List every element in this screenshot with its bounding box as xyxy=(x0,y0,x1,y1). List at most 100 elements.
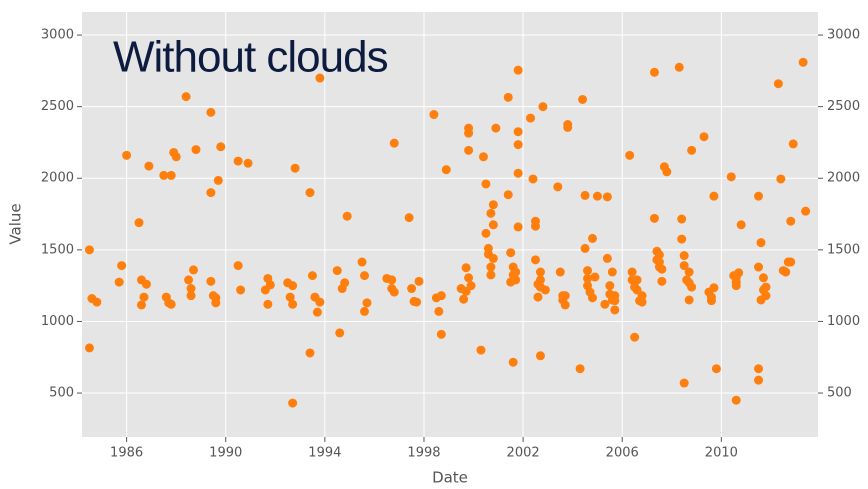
point xyxy=(731,273,741,283)
point xyxy=(503,190,513,200)
point xyxy=(233,261,243,271)
y-tick-label-right: 2000 xyxy=(827,171,860,186)
point xyxy=(649,67,659,77)
point xyxy=(528,174,538,184)
point xyxy=(233,156,243,166)
point xyxy=(357,257,367,267)
point xyxy=(389,287,399,297)
point xyxy=(530,221,540,231)
point xyxy=(414,276,424,286)
point xyxy=(488,220,498,230)
point xyxy=(263,299,273,309)
point xyxy=(758,273,768,283)
point xyxy=(526,113,536,123)
point xyxy=(171,152,181,162)
point xyxy=(486,208,496,218)
point xyxy=(538,102,548,112)
point xyxy=(627,267,637,277)
point xyxy=(754,262,764,272)
point xyxy=(290,163,300,173)
point xyxy=(503,92,513,102)
point xyxy=(583,266,593,276)
point xyxy=(436,329,446,339)
point xyxy=(486,262,496,272)
point xyxy=(84,245,94,255)
point xyxy=(84,343,94,353)
point xyxy=(677,214,687,224)
point xyxy=(134,218,144,228)
point xyxy=(563,122,573,132)
point xyxy=(340,278,350,288)
point xyxy=(535,351,545,361)
point xyxy=(684,278,694,288)
point xyxy=(186,284,196,294)
point xyxy=(387,275,397,285)
point xyxy=(754,375,764,385)
point xyxy=(315,297,325,307)
point xyxy=(662,167,672,177)
annotation: Without clouds xyxy=(113,33,388,82)
point xyxy=(533,292,543,302)
point xyxy=(362,298,372,308)
point xyxy=(754,191,764,201)
point xyxy=(679,251,689,261)
point xyxy=(461,286,471,296)
point xyxy=(191,145,201,155)
point xyxy=(92,297,102,307)
y-tick-label-right: 500 xyxy=(827,386,852,401)
point xyxy=(756,238,766,248)
point xyxy=(305,188,315,198)
point xyxy=(404,213,414,223)
point xyxy=(481,228,491,238)
point xyxy=(679,378,689,388)
point xyxy=(389,138,399,148)
point xyxy=(307,271,317,281)
point xyxy=(513,140,523,150)
point xyxy=(610,291,620,301)
y-tick-label: 500 xyxy=(49,386,74,401)
point xyxy=(801,206,811,216)
y-tick-label-right: 1500 xyxy=(827,242,860,257)
x-axis-label: Date xyxy=(432,469,468,487)
point xyxy=(605,281,615,291)
y-tick-label: 3000 xyxy=(41,28,74,43)
point xyxy=(305,348,315,358)
point xyxy=(535,267,545,277)
point xyxy=(679,261,689,271)
point xyxy=(511,275,521,285)
point xyxy=(189,265,199,275)
point xyxy=(583,273,593,283)
point xyxy=(513,168,523,178)
point xyxy=(555,267,565,277)
point xyxy=(144,161,154,171)
point xyxy=(206,276,216,286)
point xyxy=(478,152,488,162)
x-tick-label: 1994 xyxy=(308,446,341,461)
point xyxy=(711,364,721,374)
point xyxy=(159,170,169,180)
x-tick-label: 2006 xyxy=(606,446,639,461)
point xyxy=(288,281,298,291)
point xyxy=(342,211,352,221)
point xyxy=(488,253,498,263)
point xyxy=(657,276,667,286)
point xyxy=(181,92,191,102)
point xyxy=(684,295,694,305)
point xyxy=(674,62,684,72)
point xyxy=(491,123,501,133)
point xyxy=(625,150,635,160)
y-tick-label: 2500 xyxy=(41,99,74,114)
point xyxy=(602,253,612,263)
point xyxy=(206,107,216,117)
point xyxy=(335,328,345,338)
point xyxy=(632,275,642,285)
point xyxy=(761,282,771,292)
point xyxy=(560,291,570,301)
point xyxy=(122,150,132,160)
point xyxy=(114,277,124,287)
point xyxy=(315,73,325,83)
y-axis-label: Value xyxy=(7,203,25,244)
point xyxy=(590,272,600,282)
x-tick-label: 1990 xyxy=(209,446,242,461)
